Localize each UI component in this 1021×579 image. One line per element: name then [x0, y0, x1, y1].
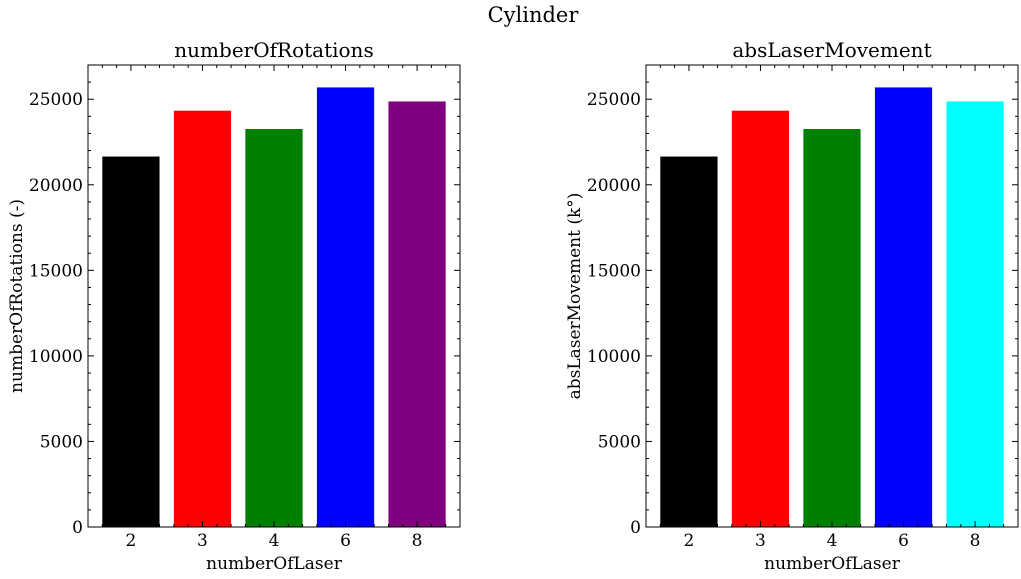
bar-2 [102, 156, 160, 528]
x-axis-label: numberOfLaser [206, 554, 343, 574]
bar-6 [874, 87, 933, 528]
bar-3 [173, 110, 232, 527]
y-tick-label: 0 [72, 518, 83, 538]
x-tick-label: 8 [970, 531, 981, 551]
bar-6 [316, 87, 375, 528]
bar-2 [660, 156, 718, 528]
x-tick-label: 4 [269, 531, 280, 551]
x-tick-label: 2 [126, 531, 137, 551]
chart-panel-rotations: 0 5000 10000 15000 20000 25000 2 3 4 6 8 numberOfRo… [7, 38, 461, 574]
x-axis-label: numberOfLaser [764, 554, 901, 574]
panel-title: absLaserMovement [732, 38, 931, 62]
chart-panel-laser-movement: 0 5000 10000 15000 20000 25000 2 3 4 6 8 absLaserMo… [565, 38, 1019, 574]
panel-title: numberOfRotations [174, 38, 373, 62]
y-tick-label: 15000 [29, 261, 83, 281]
x-tick-label: 3 [755, 531, 766, 551]
y-axis-label: numberOfRotations (-) [7, 199, 27, 393]
y-tick-label: 25000 [29, 90, 83, 110]
bar-4 [245, 129, 303, 527]
y-tick-label: 10000 [587, 347, 641, 367]
bar-3 [731, 110, 790, 527]
bar-4 [803, 129, 861, 527]
bar-8 [388, 101, 446, 527]
x-tick-label: 3 [197, 531, 208, 551]
y-tick-label: 5000 [40, 432, 83, 452]
y-tick-label: 20000 [29, 176, 83, 196]
x-tick-label: 8 [412, 531, 423, 551]
x-tick-label: 2 [684, 531, 695, 551]
y-tick-label: 25000 [587, 90, 641, 110]
y-tick-label: 20000 [587, 176, 641, 196]
bar-8 [946, 101, 1004, 527]
figure-suptitle: Cylinder [488, 3, 580, 27]
x-tick-label: 4 [827, 531, 838, 551]
y-tick-label: 15000 [587, 261, 641, 281]
x-tick-label: 6 [898, 531, 909, 551]
x-tick-label: 6 [340, 531, 351, 551]
y-tick-label: 5000 [598, 432, 641, 452]
y-axis-label: absLaserMovement (k°) [565, 193, 585, 400]
y-tick-label: 10000 [29, 347, 83, 367]
y-tick-label: 0 [630, 518, 641, 538]
